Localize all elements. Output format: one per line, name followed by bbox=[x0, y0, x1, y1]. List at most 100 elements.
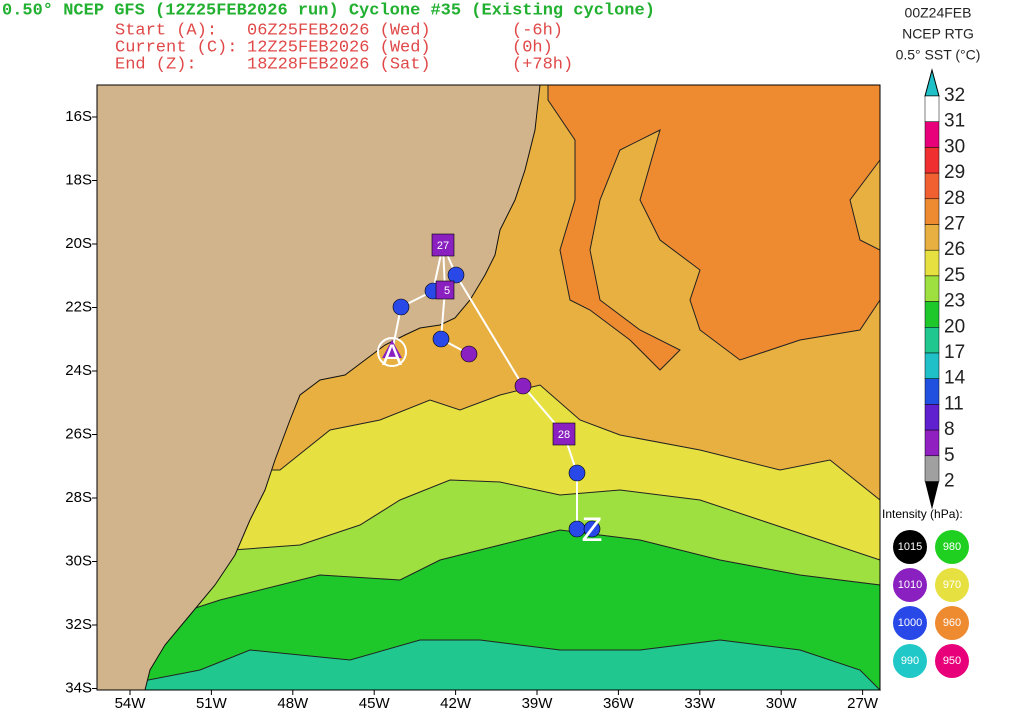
intensity-swatch bbox=[935, 644, 969, 678]
colorbar-label: 28 bbox=[944, 188, 965, 209]
intensity-label: 1015 bbox=[898, 541, 922, 553]
header-line: End (Z): bbox=[115, 55, 197, 74]
colorbar-label: 5 bbox=[944, 445, 955, 466]
colorbar-label: 29 bbox=[944, 162, 965, 183]
track-point bbox=[583, 520, 601, 538]
colorbar-segment bbox=[924, 147, 940, 174]
header-line: Current (C): bbox=[115, 38, 237, 57]
colorbar-label: 30 bbox=[944, 136, 965, 157]
colorbar-segment bbox=[924, 121, 940, 148]
track-points bbox=[392, 233, 601, 538]
intensity-swatch bbox=[893, 606, 927, 640]
colorbar-label: 14 bbox=[944, 368, 966, 389]
intensity-label: 960 bbox=[943, 617, 961, 629]
colorbar-segment bbox=[924, 224, 940, 251]
track-label: 5 bbox=[444, 285, 450, 297]
intensity-title: Intensity (hPa): bbox=[882, 507, 963, 521]
header-line: (0h) bbox=[512, 38, 553, 57]
lon-label: 51W bbox=[196, 695, 228, 712]
track-point bbox=[392, 298, 410, 316]
colorbar-label: 20 bbox=[944, 316, 965, 337]
intensity-label: 990 bbox=[901, 655, 919, 667]
track-label: 27 bbox=[437, 240, 449, 252]
lat-label: 24S bbox=[65, 362, 92, 379]
lat-label: 22S bbox=[65, 298, 92, 315]
sst-20 bbox=[96, 639, 882, 691]
track-point bbox=[460, 345, 478, 363]
lon-label: 48W bbox=[277, 695, 309, 712]
colorbar-label: 11 bbox=[944, 393, 964, 414]
track-label: 28 bbox=[558, 429, 570, 441]
lon-label: 33W bbox=[684, 695, 716, 712]
land bbox=[96, 84, 541, 691]
colorbar-label: 23 bbox=[944, 291, 965, 312]
colorbar-segment bbox=[924, 249, 940, 277]
map-frame bbox=[96, 84, 881, 691]
intensity-swatch bbox=[893, 644, 927, 678]
point-letter: Z bbox=[582, 511, 603, 549]
colorbar-segment bbox=[924, 378, 940, 405]
lat-label: 30S bbox=[65, 552, 92, 569]
colorbar-label: 2 bbox=[944, 471, 955, 492]
colorbar-segment bbox=[924, 198, 940, 225]
lon-label: 36W bbox=[603, 695, 635, 712]
colorbar-segment bbox=[924, 327, 940, 354]
colorbar-bottom bbox=[925, 481, 939, 510]
header: 0.50° NCEP GFS (12Z25FEB2026 run) Cyclon… bbox=[2, 1, 655, 20]
colorbar: 32 31 30 29 28 27 26 25 23 20 17 14 11 8 5 2 bbox=[924, 68, 966, 510]
lat-label: 28S bbox=[65, 489, 92, 506]
point-letter: A bbox=[382, 339, 402, 372]
header-line: 12Z25FEB2026 (Wed) bbox=[247, 38, 431, 57]
intensity-label: 980 bbox=[943, 541, 961, 553]
colorbar-segment bbox=[924, 301, 940, 328]
lat-label: 18S bbox=[65, 171, 92, 188]
colorbar-label: 27 bbox=[944, 214, 965, 235]
colorbar-segment bbox=[924, 404, 940, 431]
colorbar-segment bbox=[924, 352, 940, 379]
title: 0.50° NCEP GFS (12Z25FEB2026 run) Cyclon… bbox=[2, 1, 655, 20]
track-labels: 27 5 28 A Z bbox=[382, 240, 602, 549]
intensity-swatch bbox=[935, 568, 969, 602]
track-branch bbox=[439, 244, 470, 355]
colorbar-label: 17 bbox=[944, 342, 965, 363]
colorbar-segment bbox=[924, 455, 940, 482]
source-label: 0.5° SST (°C) bbox=[896, 47, 981, 63]
intensity-label: 1010 bbox=[898, 579, 922, 591]
track bbox=[391, 241, 592, 530]
intensity-label: 1000 bbox=[898, 617, 922, 629]
header-line: 06Z25FEB2026 (Wed) bbox=[247, 21, 431, 40]
lat-label: 16S bbox=[65, 108, 92, 125]
lon-label: 27W bbox=[847, 695, 879, 712]
day-marker bbox=[552, 422, 576, 446]
start-marker bbox=[382, 340, 402, 358]
source-label: NCEP RTG bbox=[902, 26, 974, 42]
intensity-swatch bbox=[893, 568, 927, 602]
header-line: Start (A): bbox=[115, 21, 217, 40]
intensity-legend: Intensity (hPa): bbox=[882, 507, 963, 521]
colorbar-segment bbox=[924, 275, 940, 302]
header-line: (-6h) bbox=[512, 21, 563, 40]
colorbar-segment bbox=[924, 172, 940, 200]
lat-label: 32S bbox=[65, 616, 92, 633]
colorbar-segment bbox=[924, 429, 940, 457]
header-line: 18Z28FEB2026 (Sat) bbox=[247, 55, 431, 74]
source-label: 00Z24FEB bbox=[905, 5, 972, 21]
colorbar-label: 25 bbox=[944, 265, 965, 286]
lon-label: 54W bbox=[115, 695, 147, 712]
lon-label: 45W bbox=[359, 695, 391, 712]
track-point bbox=[432, 330, 450, 348]
colorbar-label: 32 bbox=[944, 85, 965, 106]
lat-label: 26S bbox=[65, 425, 92, 442]
lon-label: 39W bbox=[522, 695, 554, 712]
colorbar-label: 8 bbox=[944, 419, 955, 440]
track-point bbox=[514, 377, 532, 395]
intensity-label: 970 bbox=[943, 579, 961, 591]
intensity-swatch bbox=[935, 606, 969, 640]
lat-label: 34S bbox=[65, 679, 92, 696]
intensity-swatch bbox=[893, 530, 927, 564]
colorbar-segment bbox=[924, 95, 940, 122]
lon-label: 42W bbox=[440, 695, 472, 712]
intensity-label: 950 bbox=[943, 655, 961, 667]
